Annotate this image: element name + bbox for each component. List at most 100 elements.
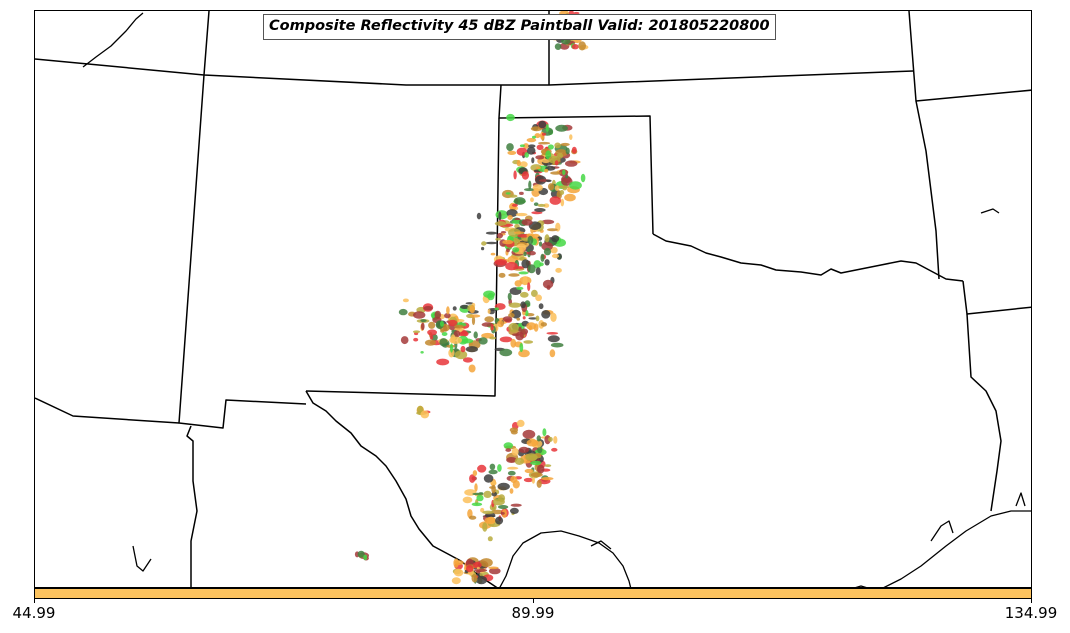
paintball-blob [413, 337, 419, 342]
paintball-blob [533, 260, 542, 269]
paintball-blob [420, 319, 427, 323]
paintball-blob [490, 480, 497, 486]
paintball-blob [547, 335, 560, 343]
paintball-blob [508, 313, 515, 318]
paintball-blob [480, 507, 485, 513]
paintball-blob [474, 568, 488, 573]
paintball-blob [428, 321, 436, 329]
paintball-blob [526, 138, 537, 143]
paintball-blob [507, 466, 519, 470]
paintball-blob [516, 159, 521, 167]
paintball-blob [471, 316, 476, 326]
paintball-blob [521, 219, 533, 226]
paintball-blob [530, 197, 534, 202]
paintball-blob [440, 329, 445, 333]
paintball-blob [522, 316, 526, 320]
paintball-blob [530, 126, 543, 132]
paintball-blob [402, 298, 409, 303]
coast-line [82, 12, 144, 68]
paintball-blob [482, 522, 488, 532]
paintball-blob [516, 317, 521, 321]
paintball-blob [573, 11, 580, 15]
paintball-blob [462, 357, 473, 363]
paintball-blob [558, 185, 570, 189]
paintball-blob [542, 279, 554, 289]
paintball-blob [526, 439, 539, 447]
paintball-blob [429, 335, 434, 340]
paintball-blob [494, 259, 508, 266]
paintball-blob [460, 304, 470, 309]
paintball-blob [431, 334, 438, 342]
paintball-blob [482, 510, 494, 515]
colorbar-tick-label-max: 134.99 [1004, 604, 1058, 622]
boundary-line [35, 397, 180, 424]
paintball-blob [548, 436, 553, 442]
paintball-blob [469, 314, 481, 318]
paintball-blob [513, 170, 517, 180]
paintball-blob [497, 232, 503, 239]
paintball-blob [554, 185, 560, 192]
paintball-blob [483, 290, 496, 298]
paintball-blob [363, 554, 368, 561]
paintball-blob [497, 505, 509, 509]
boundary-line [966, 313, 1002, 512]
paintball-blob [507, 470, 516, 476]
state-boundaries [35, 11, 1031, 587]
paintball-blob [535, 315, 540, 322]
paintball-blob [506, 143, 514, 152]
paintball-blob [555, 124, 568, 132]
coast-line [980, 208, 1000, 214]
paintball-blob [498, 211, 502, 221]
paintball-blob [550, 171, 562, 175]
paintball-blob [472, 561, 482, 569]
paintball-blob [417, 405, 424, 414]
paintball-blob [538, 141, 551, 145]
paintball-blob [488, 566, 499, 570]
paintball-blob [530, 460, 542, 466]
paintball-blob [434, 310, 442, 319]
paintball-blob [424, 339, 437, 346]
paintball-blob [497, 320, 504, 328]
paintball-blob [490, 323, 494, 331]
paintball-blob [532, 184, 543, 192]
paintball-blob [519, 161, 528, 168]
paintball-blob [580, 173, 586, 183]
paintball-blob [519, 144, 525, 147]
paintball-blob [516, 286, 524, 290]
paintball-blob [543, 203, 550, 208]
paintball-blob [536, 144, 544, 151]
paintball-blob [481, 241, 487, 246]
paintball-blob [517, 234, 530, 238]
paintball-blob [423, 306, 433, 311]
paintball-blob [521, 259, 530, 269]
paintball-blob [499, 348, 513, 357]
paintball-blob [503, 442, 513, 449]
coast-line [930, 520, 954, 542]
boundary-line [652, 233, 964, 282]
paintball-blob [491, 484, 496, 494]
paintball-blob [510, 507, 519, 514]
coast-line [883, 510, 1031, 587]
paintball-blob [465, 346, 478, 353]
paintball-blob [542, 428, 547, 437]
paintball-blob [451, 577, 461, 585]
paintball-blob [533, 202, 539, 206]
paintball-blob [505, 262, 518, 271]
paintball-blob [497, 464, 502, 472]
paintball-blob [487, 309, 491, 314]
boundary-line [915, 100, 940, 280]
paintball-blob [420, 351, 424, 354]
paintball-blob [522, 429, 536, 439]
paintball-blob [472, 470, 478, 477]
colorbar-tick [533, 599, 534, 603]
paintball-blob [502, 239, 514, 245]
paintball-blob [476, 566, 480, 570]
paintball-blob [578, 41, 586, 51]
paintball-blob [513, 266, 525, 269]
paintball-blob [472, 492, 484, 496]
paintball-blob [475, 575, 488, 585]
paintball-blob [531, 289, 538, 297]
coast-line [855, 585, 867, 587]
paintball-blob [549, 349, 556, 358]
paintball-blob [521, 171, 530, 180]
